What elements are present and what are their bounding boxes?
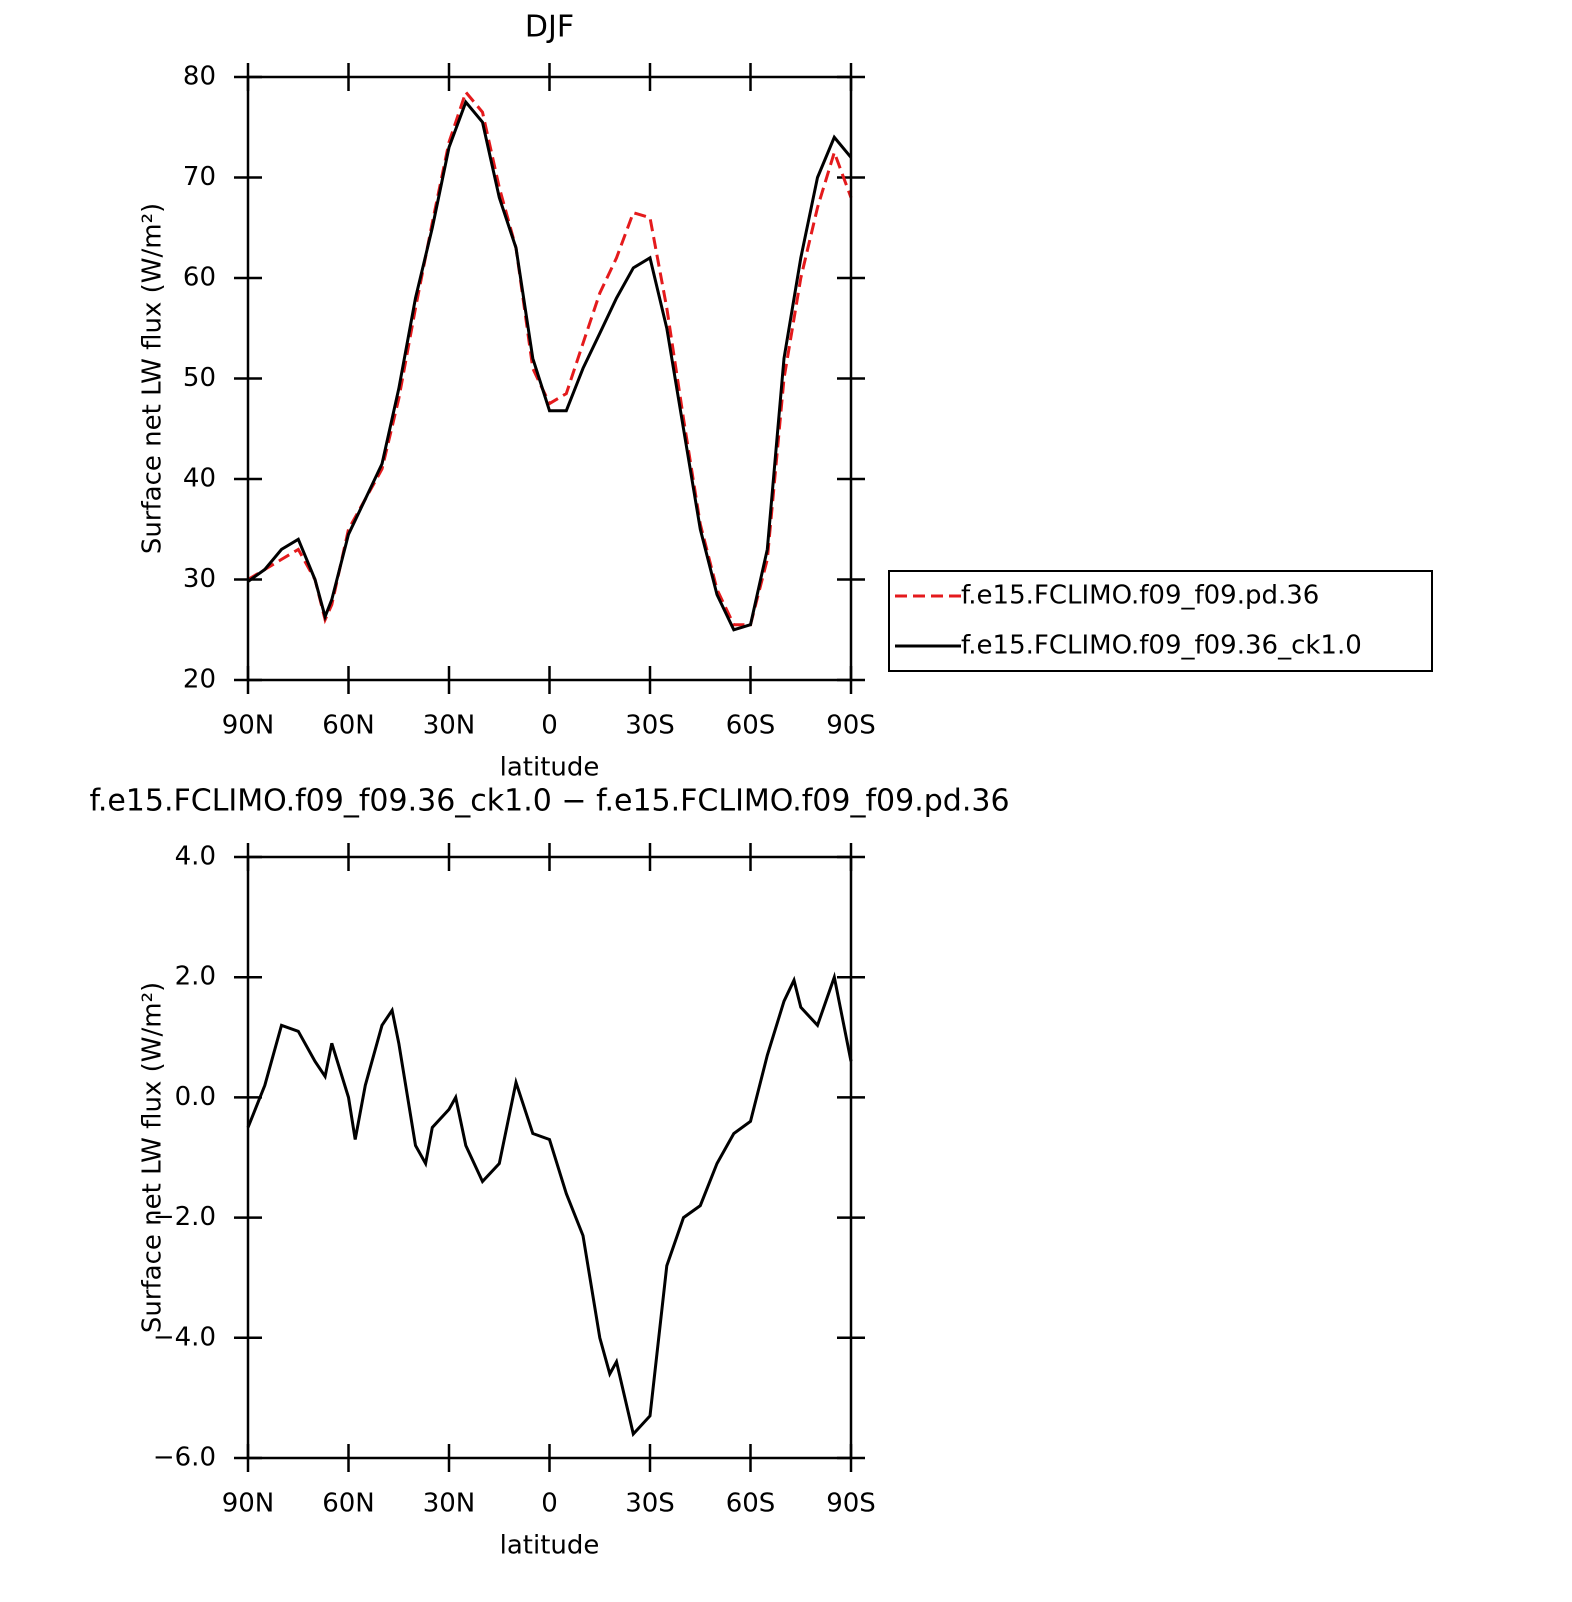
- y-tick-label: 50: [183, 363, 216, 393]
- y-tick-label: 30: [183, 564, 216, 594]
- x-tick-label: 90S: [826, 711, 876, 741]
- y-tick-label: 0.0: [175, 1082, 216, 1112]
- y-tick-label: 2.0: [175, 962, 216, 992]
- x-tick-label: 30N: [423, 1489, 476, 1519]
- y-tick-label: −6.0: [153, 1443, 216, 1473]
- x-tick-label: 30S: [625, 1489, 675, 1519]
- y-tick-label: 70: [183, 162, 216, 192]
- x-tick-label: 90N: [222, 711, 275, 741]
- x-tick-label: 60S: [726, 711, 776, 741]
- x-tick-label: 30N: [423, 711, 476, 741]
- y-tick-label: 80: [183, 62, 216, 92]
- x-axis-label: latitude: [500, 753, 600, 783]
- y-axis-label: Surface net LW flux (W/m²): [138, 203, 168, 554]
- chart-title: f.e15.FCLIMO.f09_f09.36_ck1.0 − f.e15.FC…: [89, 784, 1009, 819]
- x-tick-label: 0: [541, 1489, 558, 1519]
- x-tick-label: 60N: [322, 711, 375, 741]
- y-tick-label: −2.0: [153, 1202, 216, 1232]
- legend-box: [888, 570, 1433, 672]
- chart-title: DJF: [525, 10, 574, 45]
- legend-label: f.e15.FCLIMO.f09_f09.36_ck1.0: [961, 631, 1362, 661]
- x-axis-label: latitude: [500, 1531, 600, 1561]
- y-tick-label: 4.0: [175, 842, 216, 872]
- plot-frame: [246, 855, 853, 1460]
- data-line: [247, 99, 853, 632]
- data-line: [247, 89, 853, 627]
- y-tick-label: 20: [183, 665, 216, 695]
- x-tick-label: 60S: [726, 1489, 776, 1519]
- y-tick-label: 60: [183, 263, 216, 293]
- legend-label: f.e15.FCLIMO.f09_f09.pd.36: [961, 581, 1319, 611]
- x-tick-label: 90N: [222, 1489, 275, 1519]
- x-tick-label: 30S: [625, 711, 675, 741]
- x-tick-label: 90S: [826, 1489, 876, 1519]
- y-tick-label: −4.0: [153, 1322, 216, 1352]
- y-axis-label: Surface net LW flux (W/m²): [138, 982, 168, 1333]
- x-tick-label: 0: [541, 711, 558, 741]
- x-tick-label: 60N: [322, 1489, 375, 1519]
- data-line: [246, 971, 853, 1438]
- plot-frame: [246, 75, 853, 682]
- y-tick-label: 40: [183, 464, 216, 494]
